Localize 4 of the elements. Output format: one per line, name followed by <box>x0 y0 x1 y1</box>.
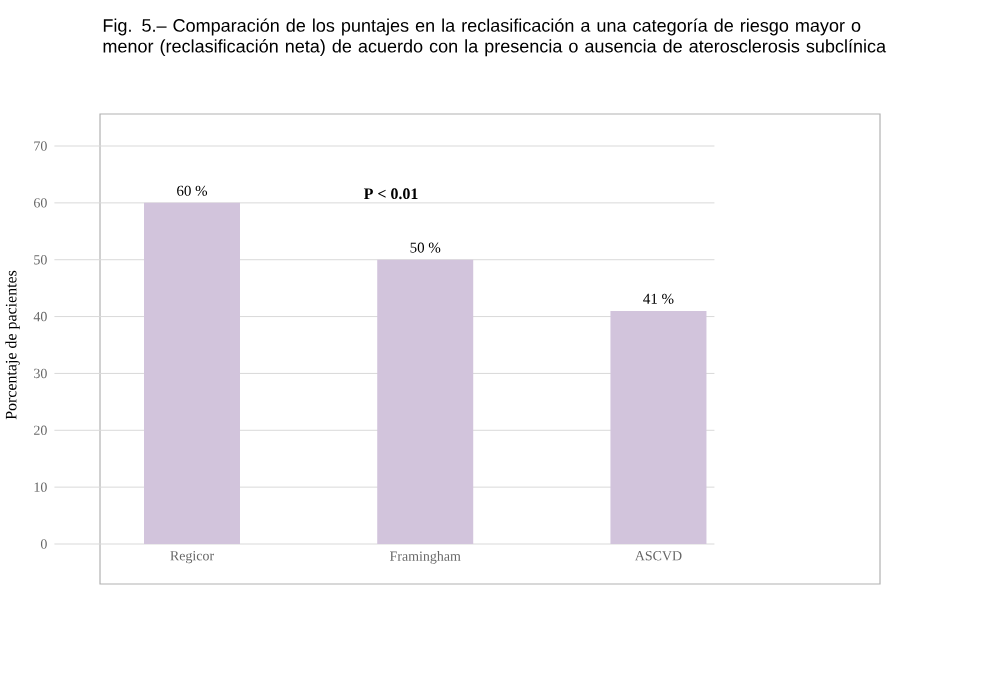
chart-title: Fig. 5.– Comparación de los puntajes en la reclasificación a una categoría de riesgo mayor o menor (reclasificación neta) de acuerdo con la presencia o ausencia de aterosclerosis subclínica <box>103 18 887 57</box>
bar <box>610 310 707 544</box>
bar <box>377 259 474 544</box>
bar <box>144 202 241 544</box>
